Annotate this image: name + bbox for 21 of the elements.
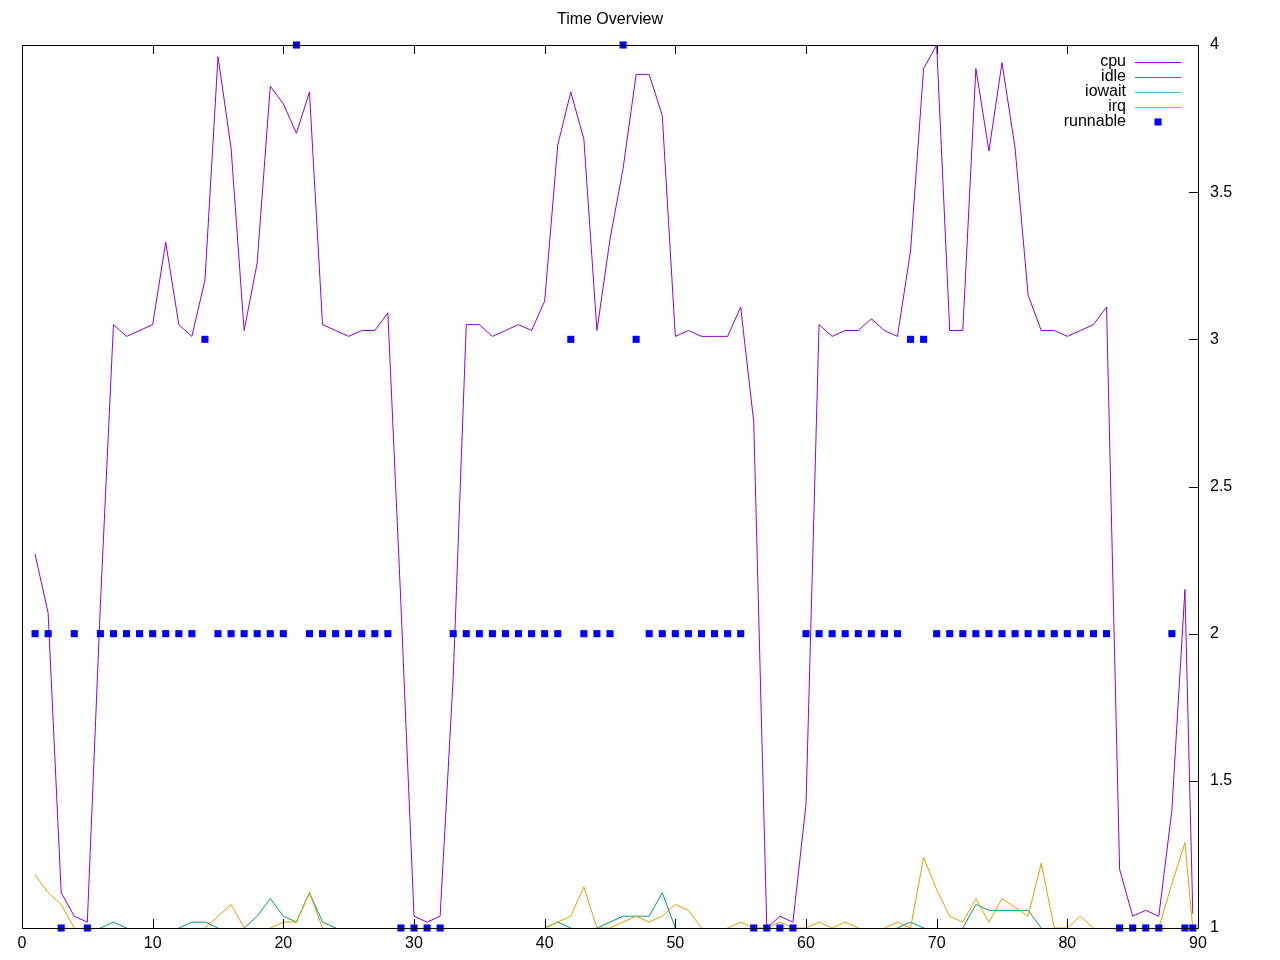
y-tick-label: 2.5 bbox=[1210, 476, 1233, 494]
y-tick-label: 1 bbox=[1210, 918, 1219, 936]
x-tick-label: 30 bbox=[405, 934, 423, 952]
legend-label: cpu bbox=[1100, 52, 1126, 70]
x-tick-label: 50 bbox=[666, 934, 685, 952]
legend-label: irq bbox=[1108, 97, 1126, 115]
y-tick-label: 4 bbox=[1210, 35, 1219, 53]
x-tick-label: 90 bbox=[1189, 934, 1207, 952]
x-tick-label: 70 bbox=[927, 934, 946, 952]
y-tick-label: 2 bbox=[1210, 624, 1219, 642]
legend-label: iowait bbox=[1085, 82, 1127, 100]
x-tick-label: 0 bbox=[17, 934, 27, 952]
x-tick-label: 10 bbox=[143, 934, 162, 952]
x-tick-label: 40 bbox=[535, 934, 554, 952]
x-tick-label: 60 bbox=[797, 934, 815, 952]
y-tick-label: 1.5 bbox=[1210, 771, 1233, 789]
x-tick-label: 20 bbox=[274, 934, 293, 952]
y-tick-label: 3 bbox=[1210, 329, 1219, 347]
chart-title: Time Overview bbox=[556, 10, 664, 28]
y-tick-label: 3.5 bbox=[1210, 182, 1233, 200]
x-tick-label: 80 bbox=[1058, 934, 1077, 952]
